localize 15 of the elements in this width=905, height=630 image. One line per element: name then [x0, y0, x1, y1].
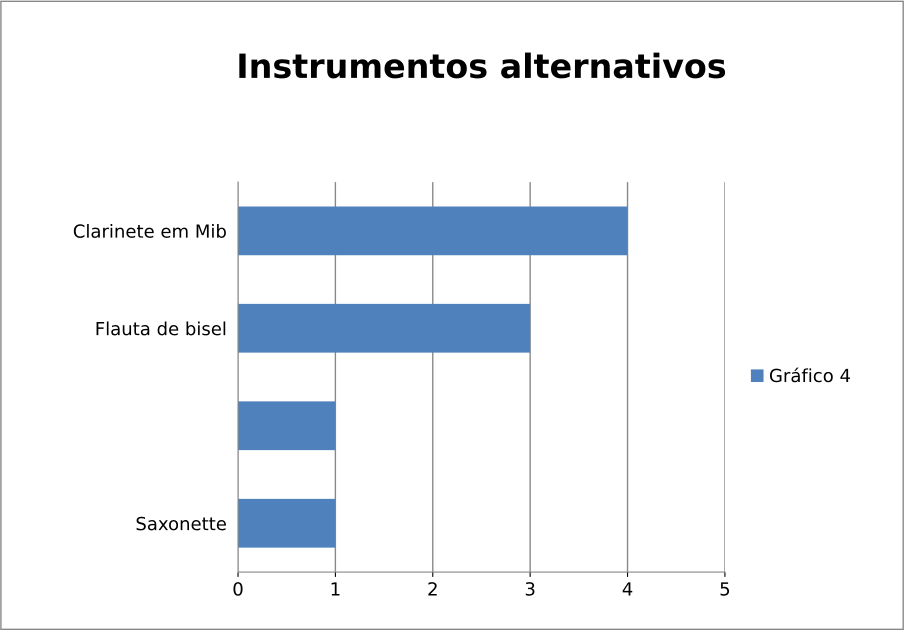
bar — [238, 206, 628, 256]
legend-label: Gráfico 4 — [770, 368, 850, 382]
x-tick-label: 5 — [720, 582, 730, 596]
x-tick-label: 3 — [526, 582, 534, 596]
x-tick-label: 4 — [622, 582, 632, 596]
x-tick-label: 2 — [428, 582, 437, 596]
y-tick-label: Clarinete em Mib — [74, 224, 226, 238]
bar — [238, 304, 530, 353]
x-tick-label: 1 — [332, 582, 340, 596]
bar — [238, 401, 336, 450]
bar — [238, 498, 336, 548]
y-tick-label: Flauta de bisel — [96, 321, 226, 336]
chart-title: Instrumentos alternativos — [239, 52, 726, 78]
x-tick-label: 0 — [233, 582, 243, 596]
y-tick-label: Saxonette — [136, 516, 226, 530]
